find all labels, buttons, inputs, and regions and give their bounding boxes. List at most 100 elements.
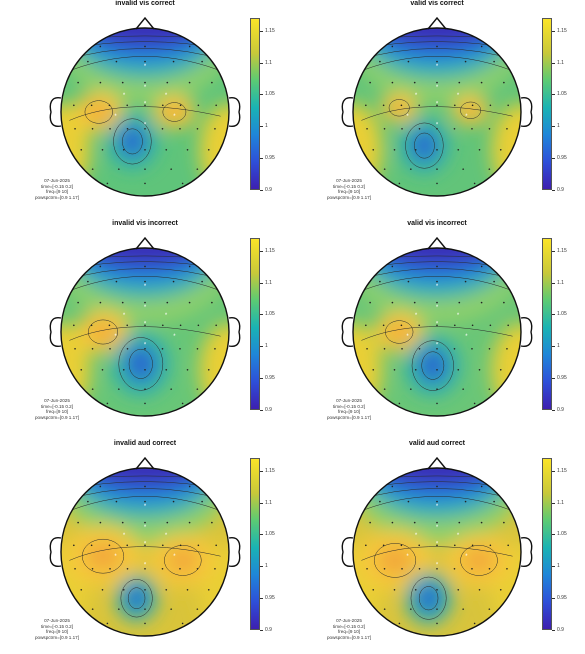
colorbar-tick xyxy=(552,566,555,567)
panel-title: invalid vis correct xyxy=(115,0,175,7)
electrode xyxy=(503,521,505,524)
electrode xyxy=(144,589,146,591)
panel-title: invalid vis incorrect xyxy=(112,220,178,227)
electrode xyxy=(407,500,410,503)
info-text: 07-Jun-2025 time=[-0.15 0.2] freq=[9 10] po… xyxy=(22,398,92,420)
electrode xyxy=(453,544,456,547)
electrode xyxy=(499,149,502,151)
electrode xyxy=(493,280,495,283)
colorbar-tick-label: 1 xyxy=(557,123,560,130)
info-line: time=[-0.15 0.2] xyxy=(40,183,74,189)
electrode xyxy=(414,369,417,371)
electrode xyxy=(462,608,464,610)
electrode xyxy=(473,182,476,185)
electrode xyxy=(121,301,124,304)
electrode xyxy=(165,589,168,591)
electrode xyxy=(172,500,175,503)
electrode xyxy=(393,589,396,591)
electrode xyxy=(108,104,111,107)
info-line: freq=[9 10] xyxy=(337,409,361,415)
electrode xyxy=(144,128,146,130)
electrode xyxy=(115,60,118,63)
info-line: freq=[9 10] xyxy=(337,629,361,635)
electrode xyxy=(471,104,474,107)
left-ear xyxy=(49,537,62,567)
electrode xyxy=(391,485,394,488)
electrode xyxy=(458,301,461,304)
electrode xyxy=(161,568,164,570)
electrode xyxy=(196,388,199,390)
electrode xyxy=(99,301,102,304)
electrode xyxy=(99,81,102,84)
electrode xyxy=(91,388,94,390)
significant-electrode: * xyxy=(144,504,147,510)
colorbar-tick xyxy=(260,126,263,127)
colorbar-tick-label: 1.05 xyxy=(557,311,567,318)
significant-electrode: * xyxy=(173,334,176,340)
electrode xyxy=(121,81,124,84)
electrode xyxy=(201,280,203,283)
electrode xyxy=(391,81,394,84)
colorbar-tick xyxy=(260,630,263,631)
significant-electrode: * xyxy=(436,102,439,108)
electrode xyxy=(80,369,83,371)
electrode xyxy=(115,500,118,503)
colorbar-tick-label: 1.05 xyxy=(265,531,275,538)
left-ear xyxy=(341,537,354,567)
electrode xyxy=(506,348,508,350)
right-ear xyxy=(520,537,533,567)
colorbar-tick xyxy=(552,630,555,631)
electrode xyxy=(170,168,172,170)
electrode xyxy=(478,149,481,151)
electrode xyxy=(464,60,467,63)
electrode xyxy=(488,608,491,610)
electrode xyxy=(109,568,111,570)
electrode xyxy=(161,104,164,107)
head-outline xyxy=(352,467,522,637)
significant-electrode: * xyxy=(144,525,147,531)
colorbar-tick xyxy=(260,378,263,379)
electrode xyxy=(91,348,94,350)
electrode xyxy=(188,45,191,48)
electrode xyxy=(464,500,467,503)
nose xyxy=(427,456,447,470)
colorbar-tick-label: 1.05 xyxy=(265,311,275,318)
electrode xyxy=(372,149,375,151)
info-line: 07-Jun-2025 xyxy=(44,178,70,183)
colorbar-tick-label: 0.95 xyxy=(265,595,275,602)
electrode xyxy=(77,81,79,84)
info-line: powspctrm=[0.9 1.17] xyxy=(34,634,80,640)
right-ear xyxy=(520,317,533,347)
electrode xyxy=(211,521,213,524)
electrode xyxy=(179,348,181,350)
electrode xyxy=(144,568,146,570)
electrode xyxy=(382,104,385,107)
electrode xyxy=(365,324,367,327)
electrode xyxy=(186,149,189,151)
electrode xyxy=(488,348,491,350)
colorbar-tick-label: 0.95 xyxy=(557,595,567,602)
electrode xyxy=(186,589,189,591)
electrode xyxy=(181,622,184,625)
electrode xyxy=(418,128,421,130)
electrode xyxy=(196,168,199,170)
colorbar-tick-label: 1 xyxy=(265,343,268,350)
nose xyxy=(427,16,447,30)
electrode xyxy=(393,149,396,151)
electrode xyxy=(179,544,182,547)
colorbar-tick xyxy=(552,502,555,504)
electrode xyxy=(398,622,401,625)
significant-electrode: * xyxy=(144,305,147,311)
colorbar-tick-label: 1 xyxy=(265,563,268,570)
electrode xyxy=(188,81,191,84)
info-line: freq=[9 10] xyxy=(45,409,69,415)
colorbar xyxy=(250,18,260,190)
colorbar-tick xyxy=(260,314,263,315)
electrode xyxy=(144,265,146,268)
significant-electrode: * xyxy=(165,533,168,539)
electrode xyxy=(436,45,438,48)
electrode xyxy=(436,324,438,327)
electrode xyxy=(196,128,199,130)
significant-electrode: * xyxy=(114,334,117,340)
electrode xyxy=(99,265,102,268)
